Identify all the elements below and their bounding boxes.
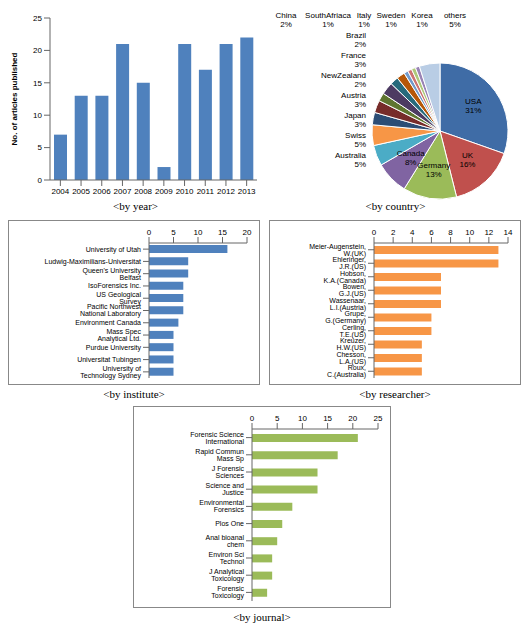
svg-text:France3%: France3%: [341, 51, 366, 69]
svg-text:NewZealand2%: NewZealand2%: [321, 71, 366, 89]
svg-text:Rapid CommunMass Sp: Rapid CommunMass Sp: [195, 448, 244, 463]
svg-text:Science andJustice: Science andJustice: [205, 482, 244, 496]
svg-text:20: 20: [348, 414, 357, 423]
svg-text:J AnalyticalToxicology: J AnalyticalToxicology: [209, 568, 245, 583]
svg-text:0: 0: [250, 414, 255, 423]
svg-text:UK16%: UK16%: [459, 151, 475, 169]
svg-text:No. of articles published: No. of articles published: [10, 52, 19, 145]
svg-text:Roux,C.(Australia): Roux,C.(Australia): [327, 364, 366, 379]
svg-text:12: 12: [484, 228, 493, 237]
svg-text:10: 10: [194, 228, 203, 237]
svg-text:Australia5%: Australia5%: [335, 151, 367, 169]
svg-text:Brazil2%: Brazil2%: [346, 31, 366, 49]
svg-text:USA31%: USA31%: [465, 97, 482, 115]
svg-text:Purdue University: Purdue University: [86, 344, 142, 352]
svg-text:6: 6: [429, 228, 434, 237]
svg-text:EnvironmentalForensics: EnvironmentalForensics: [199, 499, 244, 513]
svg-text:2: 2: [391, 228, 396, 237]
svg-text:5: 5: [38, 143, 43, 152]
svg-text:5: 5: [171, 228, 176, 237]
svg-text:0: 0: [372, 228, 377, 237]
svg-text:others5%: others5%: [444, 11, 466, 29]
svg-text:10: 10: [465, 228, 474, 237]
svg-text:Canada8%: Canada8%: [397, 149, 426, 167]
svg-text:2006: 2006: [93, 187, 111, 196]
svg-text:Universitat Tubingen: Universitat Tubingen: [77, 356, 141, 364]
svg-text:2009: 2009: [155, 187, 173, 196]
svg-text:ForensicToxicology: ForensicToxicology: [211, 585, 244, 600]
svg-text:Korea1%: Korea1%: [411, 11, 433, 29]
svg-text:Plos One: Plos One: [215, 520, 244, 527]
svg-text:Mass SpecAnalytical Ltd.: Mass SpecAnalytical Ltd.: [97, 328, 141, 343]
svg-text:15: 15: [33, 79, 42, 88]
svg-text:Ludwig-Maximilians-Universitat: Ludwig-Maximilians-Universitat: [45, 258, 142, 266]
svg-text:25: 25: [33, 14, 42, 23]
svg-text:8: 8: [448, 228, 453, 237]
svg-text:0: 0: [147, 228, 152, 237]
svg-text:Sweden1%: Sweden1%: [377, 11, 406, 29]
svg-text:SouthAfriaca1%: SouthAfriaca1%: [305, 11, 351, 29]
svg-text:20: 20: [33, 46, 42, 55]
svg-text:2012: 2012: [217, 187, 235, 196]
svg-text:2011: 2011: [197, 187, 215, 196]
svg-text:University of Utah: University of Utah: [86, 246, 141, 254]
svg-text:15: 15: [323, 414, 332, 423]
svg-text:Queen's UniversityBelfast: Queen's UniversityBelfast: [82, 267, 141, 281]
svg-text:2013: 2013: [238, 187, 256, 196]
svg-text:IsoForensics Inc.: IsoForensics Inc.: [88, 282, 141, 289]
svg-text:Italy1%: Italy1%: [357, 11, 372, 29]
svg-text:Environ SciTechnol: Environ SciTechnol: [209, 551, 245, 565]
svg-text:China2%: China2%: [276, 11, 297, 29]
svg-text:Anal bioanalchem: Anal bioanalchem: [205, 534, 244, 548]
svg-text:Pacific NorthwestNational Labo: Pacific NorthwestNational Laboratory: [80, 303, 142, 318]
svg-text:20: 20: [243, 228, 252, 237]
svg-text:2010: 2010: [176, 187, 194, 196]
svg-text:Japan3%: Japan3%: [344, 111, 366, 129]
svg-text:10: 10: [298, 414, 307, 423]
svg-text:Germany13%: Germany13%: [417, 161, 450, 179]
svg-text:2005: 2005: [72, 187, 90, 196]
svg-text:Environment Canada: Environment Canada: [75, 319, 141, 326]
svg-text:25: 25: [374, 414, 383, 423]
svg-text:2008: 2008: [134, 187, 152, 196]
svg-text:J ForensicSciences: J ForensicSciences: [212, 465, 245, 479]
svg-text:Swiss5%: Swiss5%: [345, 131, 366, 149]
svg-text:14: 14: [504, 228, 513, 237]
svg-text:5: 5: [275, 414, 280, 423]
svg-text:2007: 2007: [114, 187, 132, 196]
svg-text:15: 15: [218, 228, 227, 237]
svg-text:10: 10: [33, 111, 42, 120]
svg-text:University ofTechnology Sydney: University ofTechnology Sydney: [80, 365, 141, 380]
svg-text:2004: 2004: [51, 187, 69, 196]
svg-text:4: 4: [410, 228, 415, 237]
svg-text:0: 0: [38, 176, 43, 185]
svg-text:Forensic ScienceInternational: Forensic ScienceInternational: [190, 431, 244, 445]
svg-text:Austria3%: Austria3%: [341, 91, 366, 109]
